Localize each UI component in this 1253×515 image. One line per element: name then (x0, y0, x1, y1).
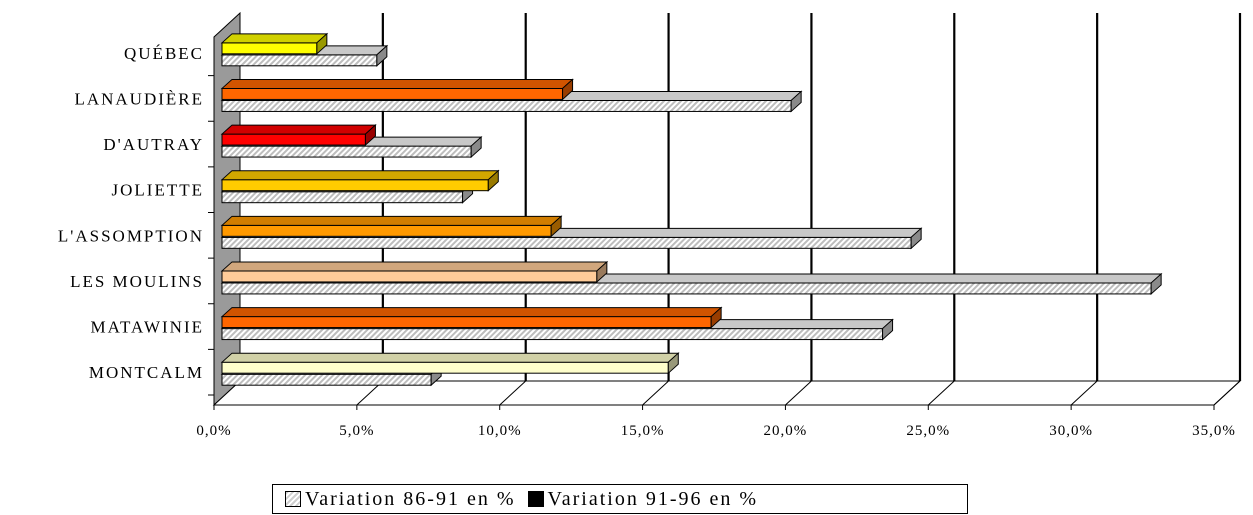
floor-gridline (642, 380, 669, 406)
bar-91-96-top (220, 170, 500, 181)
bar-91-96-end (550, 215, 562, 238)
axes (208, 11, 1242, 410)
bar-91-96-front (221, 270, 598, 283)
legend-item-91-96: Variation 91-96 en % (527, 487, 759, 511)
category-label: LANAUDIÈRE (74, 89, 204, 108)
floor-gridline (785, 380, 812, 406)
bar-91-96-front (221, 179, 489, 192)
floor-gridline (1070, 380, 1098, 406)
bar-91-96-top (220, 261, 609, 272)
category-label: MONTCALM (89, 363, 204, 382)
x-tick-label: 20,0% (764, 423, 808, 439)
bar-chart: 0,0% 5,0% 10,0% 15,0% 20,0% 25,0% 30,0% 35,0% QU… (58, 11, 1242, 439)
bar-91-96-top (220, 33, 329, 44)
legend-swatch-91-96 (527, 491, 544, 507)
bar-91-96 (220, 169, 500, 192)
bar-91-96-top (220, 215, 563, 226)
bar-91-96 (220, 306, 723, 329)
bar-86-91-end (910, 227, 922, 250)
bar-91-96 (220, 215, 563, 238)
bar-91-96-front (221, 316, 712, 329)
legend: Variation 86-91 en % Variation 91-96 en … (272, 484, 968, 514)
bar-91-96-front (221, 361, 669, 374)
bar-91-96-end (562, 78, 574, 101)
bar-91-96 (220, 123, 377, 147)
floor-gridline (927, 380, 955, 406)
bar-86-91-front (221, 236, 912, 249)
x-tick-label: 25,0% (906, 423, 950, 439)
bar-86-91-end (470, 135, 482, 159)
x-tick-label: 10,0% (478, 423, 522, 439)
bar-91-96-end (364, 123, 376, 147)
bar-91-96-end (487, 169, 499, 192)
bar-86-91-front (221, 328, 884, 341)
labels: 0,0% 5,0% 10,0% 15,0% 20,0% 25,0% 30,0% 35,0% QU… (58, 44, 1236, 439)
bar-86-91-end (790, 90, 802, 113)
bars (220, 32, 1163, 387)
side-wall (213, 11, 241, 407)
legend-label-86-91: Variation 86-91 en % (305, 487, 516, 510)
bar-91-96 (220, 352, 680, 375)
bar-86-91-front (221, 282, 1152, 295)
category-label: MATAWINIE (91, 318, 204, 337)
legend-item-86-91: Variation 86-91 en % (285, 488, 516, 511)
bar-91-96-front (221, 133, 366, 146)
bar-91-96-end (316, 32, 328, 55)
category-label: LES MOULINS (70, 272, 204, 291)
bar-91-96-front (221, 87, 564, 100)
bar-86-91-front (221, 373, 432, 386)
x-tick-label: 15,0% (621, 423, 665, 439)
bar-86-91-front (221, 54, 378, 67)
bar-91-96-front (221, 42, 318, 55)
bar-86-91-front (221, 145, 472, 158)
bar-91-96-end (667, 352, 679, 375)
x-tick-label: 35,0% (1192, 423, 1236, 439)
bar-91-96 (220, 32, 329, 55)
bar-91-96-top (220, 352, 680, 363)
bar-86-91-front (221, 191, 464, 204)
floor-gridline (499, 380, 527, 406)
bar-91-96-front (221, 224, 552, 237)
x-tick-label: 5,0% (339, 423, 374, 439)
legend-label-91-96: Variation 91-96 en % (547, 487, 759, 510)
bar-91-96-top (220, 124, 377, 135)
category-label: L'ASSOMPTION (58, 226, 204, 245)
bar-91-96-end (710, 306, 722, 329)
x-tick-label: 0,0% (196, 423, 231, 439)
bar-91-96-top (220, 307, 723, 318)
legend-swatch-86-91 (285, 491, 301, 507)
bar-91-96-end (596, 260, 608, 284)
bar-91-96 (220, 78, 574, 101)
category-label: JOLIETTE (112, 181, 204, 200)
bar-86-91-front (221, 99, 792, 112)
bar-91-96-top (220, 78, 574, 89)
bar-91-96 (220, 260, 609, 284)
category-label: QUÉBEC (124, 44, 204, 63)
x-tick-label: 30,0% (1049, 423, 1093, 439)
bar-86-91-end (1150, 272, 1162, 296)
bar-86-91-end (376, 44, 388, 67)
floor-gridline (1213, 380, 1241, 406)
category-label: D'AUTRAY (103, 135, 204, 154)
bar-86-91-end (882, 318, 894, 341)
